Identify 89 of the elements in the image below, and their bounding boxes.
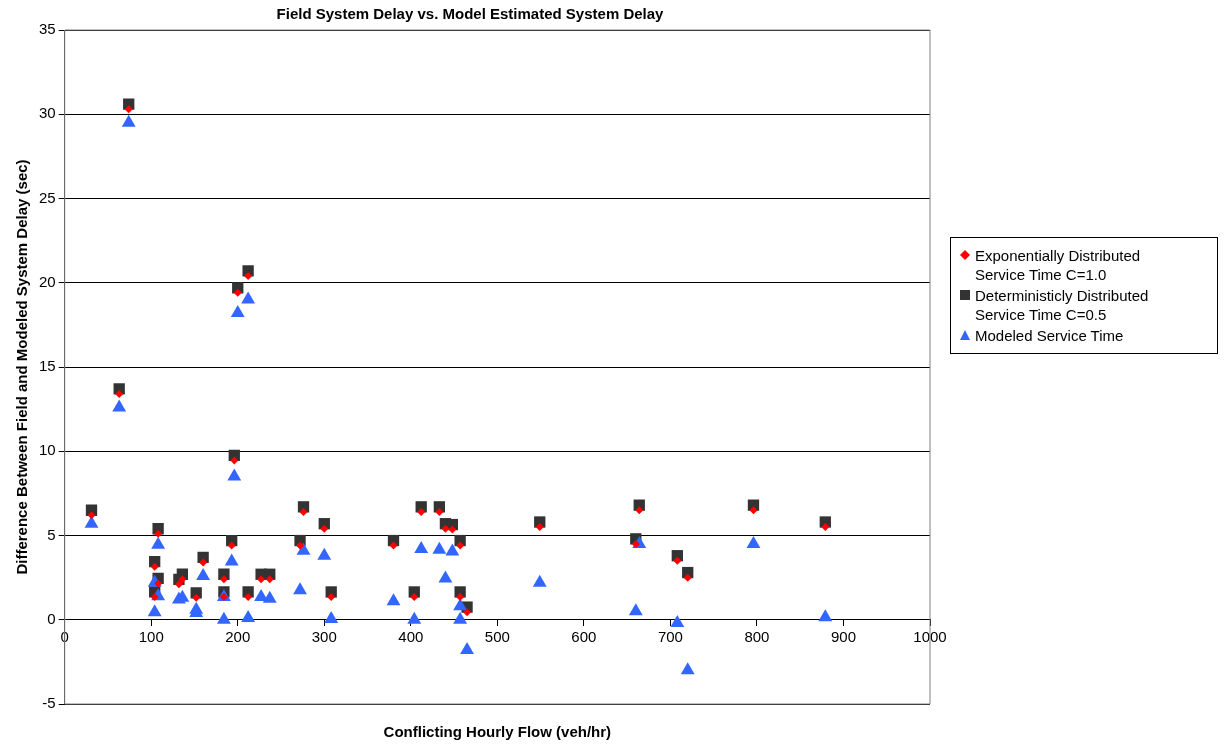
point [115,389,124,398]
x-tick-label: 200 [225,627,251,645]
point [821,523,830,532]
point [438,570,453,583]
y-tick-label: 5 [47,525,56,543]
point [262,590,277,603]
y-tick-label: 15 [39,357,56,375]
legend-label: Exponentially Distributed Service Time C=1.0 [975,246,1142,284]
point [244,272,253,281]
point [230,456,239,465]
x-tick-label: 300 [311,627,337,645]
point [410,593,419,601]
legend-label: Deterministicly Distributed Service Time C=0.5 [975,286,1150,324]
point [746,535,761,548]
point [683,573,692,582]
point [463,608,472,617]
y-tick-label: 30 [39,104,56,122]
point [673,556,682,565]
y-axis-title: Difference Between Field and Modeled System Delay (sec) [13,159,31,575]
x-tick-label: 500 [484,627,510,645]
point [456,541,465,550]
point [818,609,833,622]
point [257,575,266,584]
point [147,604,162,617]
x-tick-label: 100 [138,627,164,645]
point [749,506,758,515]
point [174,580,183,589]
point [265,575,274,584]
point [432,541,447,554]
point [192,593,201,602]
point [224,553,239,566]
point [670,615,685,628]
point [320,524,329,533]
point [124,105,133,114]
point [233,288,242,297]
point [112,399,127,412]
point [453,611,468,624]
point [241,610,256,623]
point [151,536,166,549]
point [324,610,339,623]
x-tick-label: 700 [657,627,683,645]
point [230,305,245,318]
point [327,593,336,601]
point [293,582,307,595]
x-axis-title: Conflicting Hourly Flow (veh/hr) [383,722,612,740]
point [150,562,159,571]
point [456,593,465,601]
x-tick-label: 900 [830,627,856,645]
chart-title: Field System Delay vs. Model Estimated System Delay [276,5,665,23]
y-tick-label: -5 [42,694,56,712]
point [414,540,429,553]
point [417,507,426,516]
point [154,529,163,538]
point [460,642,474,655]
point [199,558,208,567]
point [389,541,398,550]
point [216,611,231,624]
point [227,541,236,550]
point [178,575,187,584]
point [317,547,332,560]
x-tick-label: 800 [744,627,770,645]
point [680,662,695,675]
point [453,598,468,611]
point [448,525,457,534]
point [244,593,253,601]
x-tick-label: 600 [571,627,597,645]
y-tick-label: 20 [39,272,56,290]
y-tick-label: 10 [39,441,56,459]
point [445,543,460,556]
point [299,507,308,516]
point [435,507,444,516]
point [635,506,644,515]
y-tick-label: 0 [47,609,56,627]
point [407,611,422,624]
point [87,511,96,520]
point [386,593,401,606]
x-tick-label: 1000 [913,627,947,645]
point [227,468,242,481]
point [535,523,544,532]
point [219,575,228,584]
x-tick-label: 400 [398,627,424,645]
point [196,567,211,580]
y-tick-label: 25 [39,188,56,206]
point [628,603,643,616]
point [441,524,450,533]
legend-label: Modeled Service Time [975,326,1124,345]
y-tick-label: 35 [39,20,56,38]
point [296,542,311,555]
point [532,574,547,587]
